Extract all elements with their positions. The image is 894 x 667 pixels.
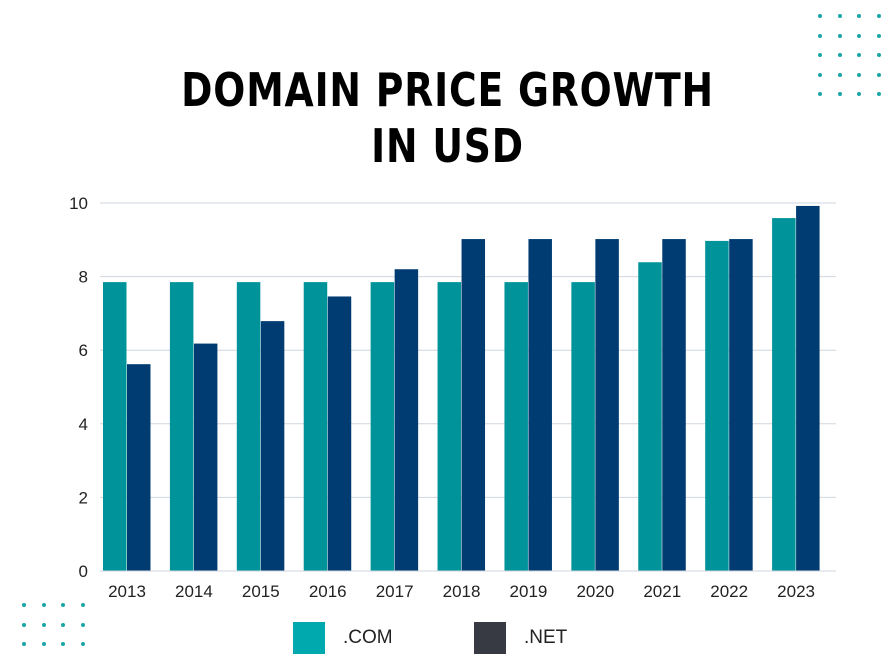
x-tick-label: 2023 xyxy=(777,582,815,601)
x-tick-label: 2020 xyxy=(576,582,614,601)
decorative-dot xyxy=(837,14,842,18)
legend-item-net: .NET xyxy=(474,620,567,656)
bar-com xyxy=(638,262,662,571)
y-tick-label: 10 xyxy=(69,194,88,213)
decorative-dot xyxy=(876,72,881,77)
bar-net xyxy=(662,239,686,571)
x-tick-label: 2017 xyxy=(376,582,414,601)
y-tick-label: 4 xyxy=(79,415,88,434)
decorative-dot xyxy=(41,622,46,627)
decorative-dot xyxy=(41,603,46,607)
y-tick-label: 6 xyxy=(79,341,88,360)
decorative-dot xyxy=(818,33,822,38)
decorative-dot xyxy=(22,603,26,607)
decorative-dot xyxy=(61,622,65,627)
legend-swatch-net xyxy=(474,622,506,654)
decorative-dot xyxy=(22,622,26,627)
bar-com xyxy=(103,282,127,571)
bar-net xyxy=(461,239,486,571)
chart-legend: .COM .NET xyxy=(0,620,894,656)
decorative-dot xyxy=(857,53,861,57)
bar-net xyxy=(796,205,820,571)
bar-net xyxy=(595,239,619,571)
decorative-dot xyxy=(818,72,822,77)
bar-com xyxy=(370,282,395,571)
legend-label-net: .NET xyxy=(524,627,568,648)
legend-label-com: .COM xyxy=(343,627,393,648)
y-tick-label: 2 xyxy=(79,488,88,507)
decorative-dot xyxy=(857,14,861,18)
bar-com xyxy=(504,282,528,571)
decorative-dot xyxy=(876,14,881,18)
bar-com xyxy=(169,282,194,571)
bar-net xyxy=(394,269,419,571)
decorative-dot xyxy=(41,642,46,646)
decorative-dot xyxy=(22,642,26,646)
bar-net xyxy=(127,364,151,571)
bar-net xyxy=(528,239,552,571)
x-tick-label: 2015 xyxy=(242,582,280,601)
decorative-dot xyxy=(876,92,881,96)
bar-com xyxy=(772,218,796,571)
chart-title-line-2: IN USD xyxy=(371,119,524,173)
bar-com xyxy=(303,282,328,571)
legend-item-com: .COM xyxy=(293,620,393,656)
decorative-dot xyxy=(857,72,861,77)
decorative-dot xyxy=(61,603,65,607)
bar-net xyxy=(260,321,285,571)
decorative-dot xyxy=(80,603,85,607)
legend-swatch-com xyxy=(293,622,325,654)
decorative-dot xyxy=(876,53,881,57)
bar-chart: 0 2 4 6 8 10 2013 2014 2015 2016 2017 2018 2019 2020 2… xyxy=(69,194,836,601)
decorative-dot xyxy=(837,33,842,38)
x-tick-label: 2019 xyxy=(510,582,548,601)
chart-title-line-1: DOMAIN PRICE GROWTH xyxy=(181,63,714,117)
decorative-dot xyxy=(818,92,822,96)
chart-title: DOMAIN PRICE GROWTH IN USD xyxy=(81,62,814,174)
decorative-dot xyxy=(857,33,861,38)
bar-com xyxy=(571,282,595,571)
decorative-dot xyxy=(876,33,881,38)
bar-com xyxy=(236,282,261,571)
bar-net xyxy=(729,239,753,571)
x-tick-label: 2013 xyxy=(108,582,146,601)
decorative-dot xyxy=(80,642,85,646)
x-tick-label: 2022 xyxy=(710,582,748,601)
bar-net xyxy=(327,296,352,571)
y-tick-label: 8 xyxy=(79,268,88,287)
y-tick-label: 0 xyxy=(79,562,88,581)
bar-com xyxy=(437,282,462,571)
decorative-dot xyxy=(80,622,85,627)
decorative-dot xyxy=(837,72,842,77)
decorative-dot xyxy=(837,53,842,57)
decorative-dot xyxy=(818,14,822,18)
decorative-dot xyxy=(61,642,65,646)
decorative-dot xyxy=(857,92,861,96)
bar-com xyxy=(705,240,729,572)
decorative-dot xyxy=(818,53,822,57)
x-tick-label: 2018 xyxy=(443,582,481,601)
x-tick-label: 2014 xyxy=(175,582,213,601)
x-tick-label: 2021 xyxy=(643,582,681,601)
bar-net xyxy=(193,343,218,571)
decorative-dot xyxy=(837,92,842,96)
x-tick-label: 2016 xyxy=(309,582,347,601)
